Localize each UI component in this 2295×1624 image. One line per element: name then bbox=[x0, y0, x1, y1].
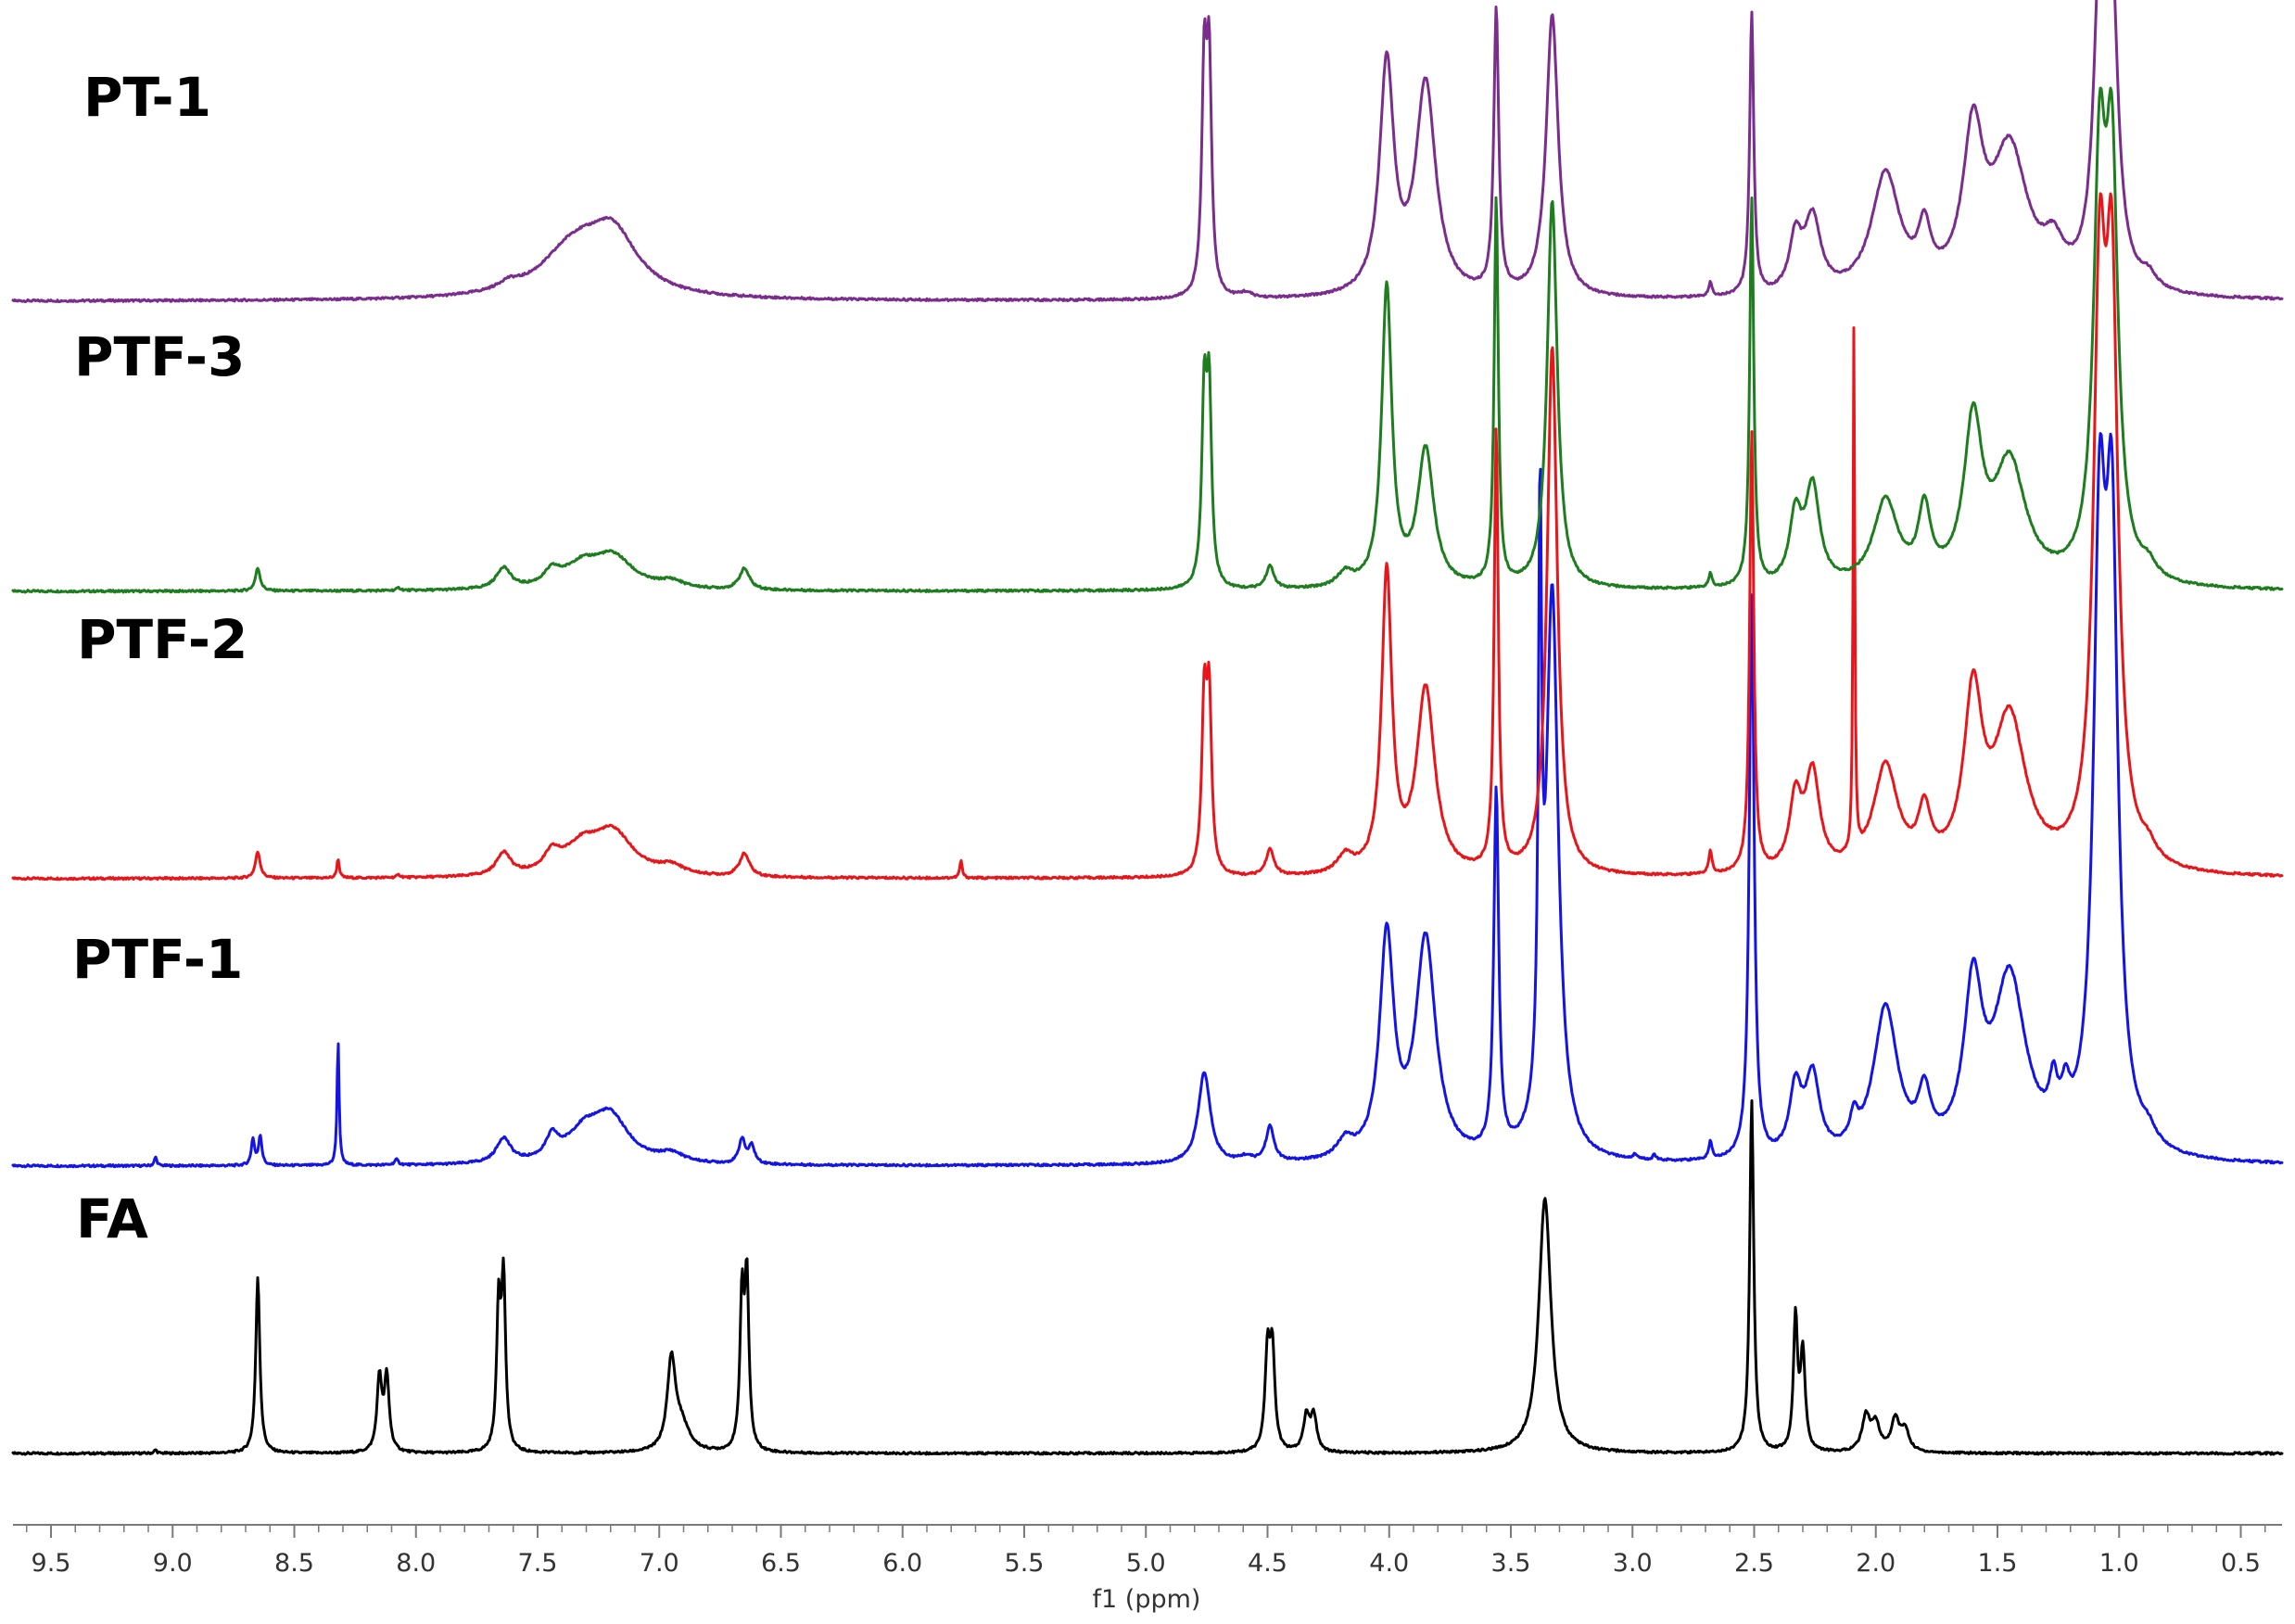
series-label-ptf-1: PTF-1 bbox=[72, 928, 243, 991]
series-label-ptf-3: PTF-3 bbox=[74, 325, 245, 388]
x-tick-label: 3.0 bbox=[1613, 1549, 1653, 1578]
spectrum-trace-ptf-2 bbox=[11, 192, 2284, 882]
x-tick-label: 2.0 bbox=[1856, 1549, 1896, 1578]
x-tick-label: 9.5 bbox=[32, 1549, 71, 1578]
x-tick-label: 8.0 bbox=[396, 1549, 436, 1578]
series-label-pt-1: PT-1 bbox=[83, 66, 211, 129]
x-tick-label: 1.0 bbox=[2099, 1549, 2139, 1578]
x-tick-label: 2.5 bbox=[1734, 1549, 1774, 1578]
series-labels: PT-1 PTF-3 PTF-2 PTF-1 FA bbox=[72, 66, 247, 1250]
x-tick-label: 5.5 bbox=[1005, 1549, 1045, 1578]
spectrum-trace-ptf-1 bbox=[11, 432, 2284, 1169]
x-tick-label: 0.5 bbox=[2221, 1549, 2261, 1578]
series-label-fa: FA bbox=[76, 1187, 148, 1250]
x-tick-label: 3.5 bbox=[1491, 1549, 1531, 1578]
x-tick-label: 4.5 bbox=[1248, 1549, 1287, 1578]
x-tick-label: 6.0 bbox=[882, 1549, 922, 1578]
x-axis: 9.5 9.0 8.5 8.0 7.5 7.0 6.5 6.0 5.5 5.0 4.5 4.0 3.5 3… bbox=[13, 1524, 2282, 1614]
x-axis-title: f1 (ppm) bbox=[1093, 1585, 1201, 1614]
x-tick-label: 1.5 bbox=[1978, 1549, 2018, 1578]
spectrum-trace-ptf-3 bbox=[11, 86, 2284, 594]
series-label-ptf-2: PTF-2 bbox=[77, 608, 247, 671]
x-tick-label: 6.5 bbox=[761, 1549, 801, 1578]
x-tick-label: 7.0 bbox=[640, 1549, 679, 1578]
spectra-traces bbox=[11, 0, 2284, 1456]
x-tick-label: 9.0 bbox=[153, 1549, 193, 1578]
spectrum-trace-fa bbox=[11, 1099, 2284, 1456]
x-tick-label: 7.5 bbox=[518, 1549, 558, 1578]
x-tick-label: 4.0 bbox=[1369, 1549, 1409, 1578]
x-tick-label: 8.5 bbox=[274, 1549, 314, 1578]
x-axis-ticks: 9.5 9.0 8.5 8.0 7.5 7.0 6.5 6.0 5.5 5.0 4.5 4.0 3.5 3… bbox=[26, 1525, 2266, 1578]
spectrum-trace-pt-1 bbox=[11, 0, 2284, 304]
x-tick-label: 5.0 bbox=[1126, 1549, 1166, 1578]
